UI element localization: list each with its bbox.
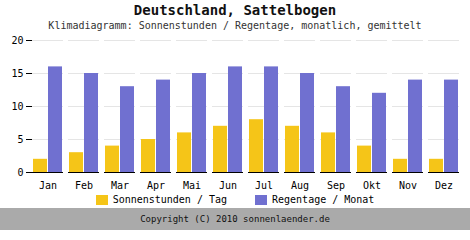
svg-text:Okt: Okt	[363, 180, 381, 191]
svg-text:Sep: Sep	[327, 180, 345, 191]
svg-text:Dez: Dez	[435, 180, 453, 191]
svg-text:0: 0	[17, 167, 23, 178]
svg-text:Jun: Jun	[219, 180, 237, 191]
svg-text:Apr: Apr	[147, 180, 165, 191]
svg-text:10: 10	[11, 101, 23, 112]
html-text:Copyright (C) 2010 sonnenlaend: Copyright (C) 2010 sonnenlaender.de	[140, 214, 330, 224]
html-text:Deutschland, Sattelbogen: Deutschland, Sattelbogen	[133, 2, 337, 18]
svg-text:20: 20	[11, 35, 23, 46]
svg-text:15: 15	[11, 68, 23, 79]
svg-text:Jul: Jul	[255, 180, 273, 191]
html-text:Regentage / Monat: Regentage / Monat	[272, 194, 375, 205]
html-text:Klimadiagramm: Sonnenstunden /: Klimadiagramm: Sonnenstunden / Regentage…	[48, 20, 422, 31]
svg-text:Jan: Jan	[39, 180, 57, 191]
svg-text:Mar: Mar	[111, 180, 129, 191]
svg-text:Aug: Aug	[291, 180, 309, 191]
svg-text:5: 5	[17, 134, 23, 145]
svg-text:Mai: Mai	[183, 180, 201, 191]
html-text:Sonnenstunden / Tag: Sonnenstunden / Tag	[112, 194, 227, 205]
svg-text:Feb: Feb	[75, 180, 93, 191]
svg-text:Nov: Nov	[399, 180, 417, 191]
